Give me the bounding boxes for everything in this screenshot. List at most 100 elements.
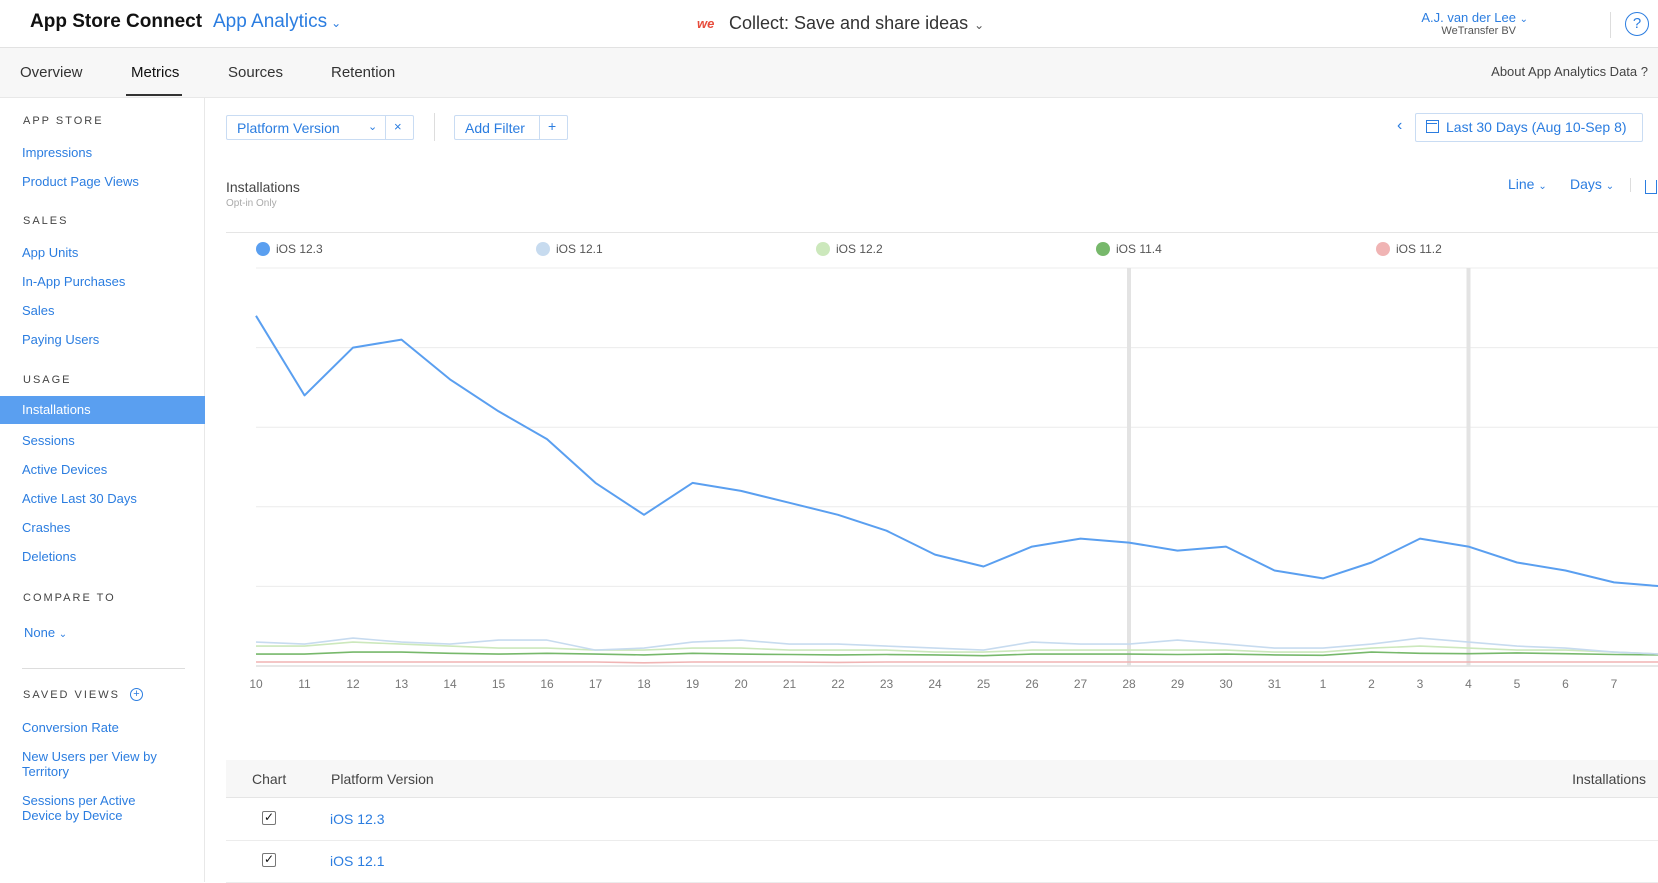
x-tick-label: 14 bbox=[443, 677, 457, 691]
sidebar-item-installations[interactable] bbox=[0, 396, 205, 424]
user-org-label: WeTransfer BV bbox=[1441, 25, 1516, 37]
legend-item[interactable]: iOS 11.2 bbox=[1376, 242, 1442, 256]
x-tick-label: 31 bbox=[1268, 677, 1282, 691]
app-switcher[interactable]: Collect: Save and share ideas ⌄ bbox=[729, 13, 984, 34]
divider bbox=[22, 668, 185, 669]
user-name-label: A.J. van der Lee bbox=[1421, 10, 1516, 25]
legend-label: iOS 12.2 bbox=[836, 242, 883, 256]
series-checkbox[interactable]: ✓ bbox=[262, 852, 276, 867]
sidebar-item-product-page-views[interactable]: Product Page Views bbox=[22, 174, 139, 189]
platform-version-filter[interactable]: Platform Version ⌄ × bbox=[226, 115, 414, 140]
chevron-down-icon: ⌄ bbox=[1605, 181, 1615, 192]
chart-type-dropdown[interactable]: Line ⌄ bbox=[1508, 176, 1547, 192]
chevron-left-icon[interactable]: ‹ bbox=[1397, 117, 1403, 134]
legend-item[interactable]: iOS 12.2 bbox=[816, 242, 883, 256]
legend-item[interactable]: iOS 11.4 bbox=[1096, 242, 1162, 256]
sidebar-item-sales[interactable]: Sales bbox=[22, 303, 55, 318]
x-tick-label: 6 bbox=[1562, 677, 1569, 691]
app-logo: we bbox=[697, 16, 715, 31]
sidebar-item-active-last-30-days[interactable]: Active Last 30 Days bbox=[22, 491, 137, 506]
sidebar-item-paying-users[interactable]: Paying Users bbox=[22, 332, 100, 347]
sidebar-heading-app-store: APP STORE bbox=[23, 115, 104, 127]
sidebar-item-sessions[interactable]: Sessions bbox=[22, 433, 75, 448]
tab-sources[interactable]: Sources bbox=[228, 64, 284, 81]
sidebar-item-deletions[interactable]: Deletions bbox=[22, 549, 77, 564]
section-label: App Analytics bbox=[213, 11, 328, 32]
legend-dot-icon bbox=[536, 242, 550, 256]
saved-view-sessions-per-device[interactable]: Sessions per Active Device by Device bbox=[22, 793, 136, 823]
compare-to-value: None bbox=[24, 625, 56, 640]
divider bbox=[1610, 12, 1611, 38]
column-header-platform-version[interactable]: Platform Version bbox=[331, 771, 434, 787]
x-tick-label: 17 bbox=[589, 677, 603, 691]
legend-label: iOS 11.4 bbox=[1116, 242, 1162, 256]
table-row: ✓ iOS 12.3 bbox=[226, 799, 1658, 841]
x-tick-label: 1 bbox=[1320, 677, 1327, 691]
period-dropdown[interactable]: Days ⌄ bbox=[1570, 176, 1614, 192]
about-link-label: About App Analytics Data bbox=[1491, 64, 1638, 79]
brand-title[interactable]: App Store Connect bbox=[30, 11, 203, 32]
chevron-down-icon: ⌄ bbox=[1538, 181, 1547, 192]
legend-dot-icon bbox=[816, 242, 830, 256]
sidebar-item-crashes[interactable]: Crashes bbox=[22, 520, 71, 535]
add-filter-label: Add Filter bbox=[465, 120, 525, 136]
close-icon[interactable]: × bbox=[394, 119, 402, 134]
account-menu[interactable]: A.J. van der Lee ⌄ bbox=[1421, 10, 1528, 25]
column-header-installations[interactable]: Installations bbox=[1572, 771, 1646, 787]
date-range-label: Last 30 Days (Aug 10-Sep 8) bbox=[1446, 119, 1627, 135]
date-range-picker[interactable]: Last 30 Days (Aug 10-Sep 8) bbox=[1415, 113, 1643, 142]
series-line bbox=[256, 651, 1658, 657]
add-filter-button[interactable]: Add Filter + bbox=[454, 115, 568, 140]
compare-to-dropdown[interactable]: None ⌄ bbox=[24, 625, 67, 640]
legend-dot-icon bbox=[1096, 242, 1110, 256]
download-icon[interactable] bbox=[1645, 180, 1657, 194]
series-line bbox=[255, 637, 1658, 655]
x-tick-label: 28 bbox=[1122, 677, 1136, 691]
calendar-icon bbox=[1426, 120, 1439, 133]
legend-dot-icon bbox=[256, 242, 270, 256]
x-tick-label: 16 bbox=[540, 677, 554, 691]
sidebar-item-active-devices[interactable]: Active Devices bbox=[22, 462, 108, 477]
x-tick-label: 4 bbox=[1465, 677, 1472, 691]
tab-overview[interactable]: Overview bbox=[20, 64, 83, 81]
sidebar-item-impressions[interactable]: Impressions bbox=[22, 145, 93, 160]
x-tick-label: 25 bbox=[977, 677, 991, 691]
add-saved-view-icon[interactable]: + bbox=[130, 688, 143, 701]
chart-title: Installations bbox=[226, 179, 300, 195]
row-platform-link[interactable]: iOS 12.1 bbox=[330, 853, 385, 869]
legend-item[interactable]: iOS 12.3 bbox=[256, 242, 323, 256]
x-tick-label: 5 bbox=[1514, 677, 1521, 691]
sidebar-item-installations-label: Installations bbox=[22, 402, 91, 417]
saved-view-new-users-per-view[interactable]: New Users per View by Territory bbox=[22, 749, 157, 779]
period-label: Days bbox=[1570, 176, 1602, 192]
x-tick-label: 23 bbox=[880, 677, 894, 691]
chart-subtitle: Opt-in Only bbox=[226, 198, 277, 209]
chart-type-label: Line bbox=[1508, 176, 1535, 192]
x-tick-label: 30 bbox=[1219, 677, 1233, 691]
series-checkbox[interactable]: ✓ bbox=[262, 810, 276, 825]
column-header-chart: Chart bbox=[252, 771, 287, 787]
x-tick-label: 21 bbox=[783, 677, 797, 691]
help-icon[interactable]: ? bbox=[1625, 12, 1649, 36]
divider bbox=[385, 116, 386, 139]
sidebar-heading-compare-to: COMPARE TO bbox=[23, 592, 116, 604]
sidebar-item-app-units[interactable]: App Units bbox=[22, 245, 79, 260]
saved-view-conversion-rate[interactable]: Conversion Rate bbox=[22, 720, 119, 735]
row-platform-link[interactable]: iOS 12.3 bbox=[330, 811, 385, 827]
legend-label: iOS 12.1 bbox=[556, 242, 603, 256]
x-tick-label: 10 bbox=[249, 677, 263, 691]
sidebar-item-in-app-purchases[interactable]: In-App Purchases bbox=[22, 274, 126, 289]
section-switcher[interactable]: App Analytics ⌄ bbox=[213, 11, 341, 33]
x-tick-label: 29 bbox=[1171, 677, 1185, 691]
about-link[interactable]: About App Analytics Data ? bbox=[1491, 64, 1648, 79]
tab-metrics[interactable]: Metrics bbox=[131, 64, 180, 81]
tab-retention[interactable]: Retention bbox=[331, 64, 396, 81]
top-bar: App Store Connect App Analytics ⌄ we Coll… bbox=[0, 0, 1658, 48]
legend-label: iOS 11.2 bbox=[1396, 242, 1442, 256]
x-tick-label: 20 bbox=[734, 677, 748, 691]
filter-label: Platform Version bbox=[237, 120, 340, 136]
x-tick-label: 13 bbox=[395, 677, 409, 691]
legend-item[interactable]: iOS 12.1 bbox=[536, 242, 603, 256]
x-tick-label: 15 bbox=[492, 677, 506, 691]
sidebar: APP STORE Impressions Product Page Views… bbox=[0, 98, 205, 882]
